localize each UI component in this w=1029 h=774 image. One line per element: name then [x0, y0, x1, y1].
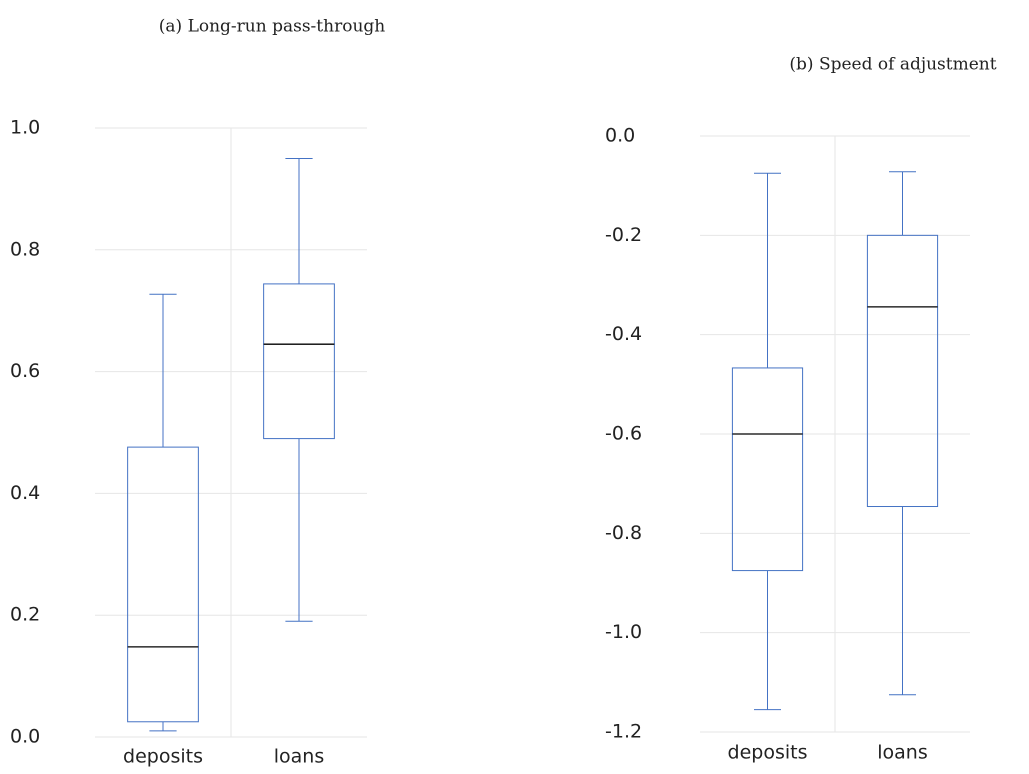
- y-tick-label: -0.8: [605, 522, 642, 544]
- y-tick-label: 0.8: [10, 238, 40, 260]
- y-tick-label: 0.2: [10, 604, 40, 626]
- y-tick-label: -0.2: [605, 224, 642, 246]
- y-tick-label: 0.4: [10, 482, 40, 504]
- y-tick-label: 0.0: [605, 125, 635, 147]
- box: [263, 283, 335, 440]
- box: [866, 234, 939, 508]
- box: [127, 446, 199, 723]
- y-tick-label: 0.6: [10, 360, 40, 382]
- chart-title: (b) Speed of adjustment: [789, 55, 996, 75]
- x-tick-label: loans: [274, 746, 325, 768]
- y-tick-label: -1.0: [605, 621, 642, 643]
- y-tick-label: -1.2: [605, 721, 642, 743]
- y-tick-label: 1.0: [10, 117, 40, 139]
- chart-title: (a) Long-run pass-through: [159, 17, 386, 37]
- y-tick-label: -0.6: [605, 423, 642, 445]
- y-tick-label: 0.0: [10, 726, 40, 748]
- x-tick-label: deposits: [123, 746, 203, 768]
- y-tick-label: -0.4: [605, 323, 642, 345]
- box: [731, 367, 804, 572]
- x-tick-label: loans: [877, 742, 928, 764]
- x-tick-label: deposits: [728, 742, 808, 764]
